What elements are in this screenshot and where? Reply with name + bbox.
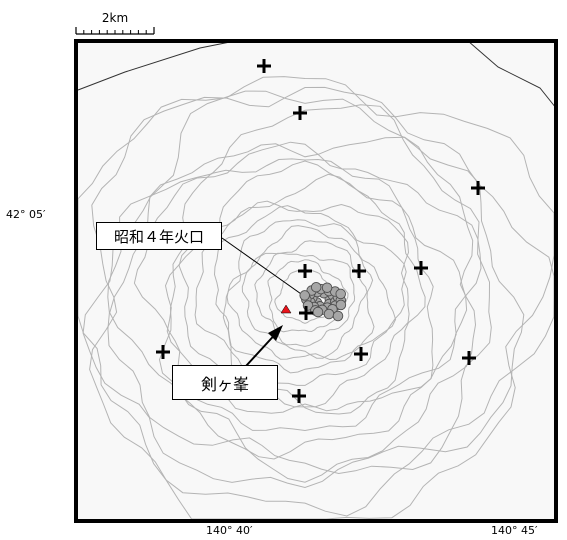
plus-icon xyxy=(292,389,306,403)
contour-line xyxy=(178,173,426,415)
plus-icon xyxy=(299,306,313,320)
contour-line xyxy=(133,141,482,460)
circle-icon xyxy=(335,299,347,311)
map-frame xyxy=(74,39,558,523)
contour-line xyxy=(274,270,336,324)
plus-icon xyxy=(471,181,485,195)
circle-icon xyxy=(335,288,346,300)
latitude-label: 42° 05′ xyxy=(6,208,46,221)
crater-callout-line xyxy=(221,237,305,297)
contour-line xyxy=(158,158,468,432)
contour-line xyxy=(241,240,368,359)
hypocenter-cluster xyxy=(299,281,347,322)
peak-arrow xyxy=(245,325,283,367)
coastline xyxy=(77,40,557,109)
plus-icon xyxy=(257,59,271,73)
circle-icon xyxy=(310,281,322,293)
contour-lines xyxy=(77,76,555,520)
scale-bar: 2km xyxy=(75,11,155,35)
contour-line xyxy=(89,86,555,517)
circle-icon xyxy=(312,306,324,318)
contour-line xyxy=(82,90,525,489)
peak-label: 剣ヶ峯 xyxy=(172,365,278,400)
plus-icon xyxy=(293,106,307,120)
plus-icon xyxy=(298,264,312,278)
contour-line xyxy=(222,219,397,374)
contour-line xyxy=(226,225,375,361)
contour-line xyxy=(107,104,492,475)
plus-icon xyxy=(414,261,428,275)
circle-icon xyxy=(321,282,333,293)
triangle-icon xyxy=(280,304,292,314)
plus-icon xyxy=(354,347,368,361)
contour-line xyxy=(254,252,356,347)
contour-line xyxy=(164,160,434,414)
plus-icon xyxy=(462,351,476,365)
scale-bar-label: 2km xyxy=(102,11,128,25)
circle-icon xyxy=(299,290,310,301)
contour-line xyxy=(267,259,349,333)
plus-icon xyxy=(156,345,170,359)
longitude-label-2: 140° 45′ xyxy=(491,524,538,537)
contour-line xyxy=(213,205,407,386)
contour-line xyxy=(194,200,410,408)
longitude-label-1: 140° 40′ xyxy=(206,524,253,537)
map-area xyxy=(74,39,558,523)
circle-icon xyxy=(323,308,335,320)
crater-label: 昭和４年火口 xyxy=(96,222,222,250)
seismic-stations xyxy=(156,59,485,403)
circle-icon xyxy=(332,310,344,322)
plus-icon xyxy=(352,264,366,278)
